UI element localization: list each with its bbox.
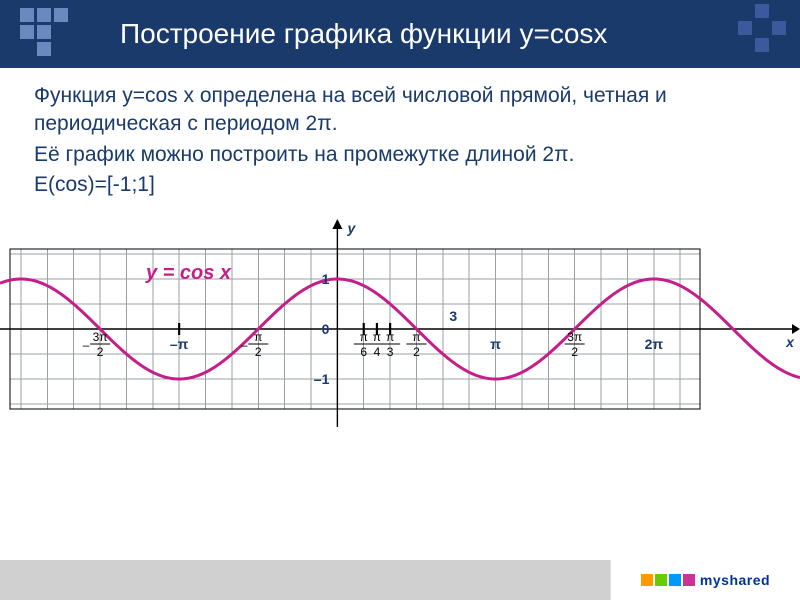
decorative-squares-left bbox=[20, 8, 68, 56]
footer: myshared bbox=[0, 560, 800, 600]
svg-text:6: 6 bbox=[360, 345, 367, 359]
svg-text:4: 4 bbox=[374, 345, 381, 359]
svg-text:3π: 3π bbox=[93, 330, 108, 344]
svg-text:3π: 3π bbox=[567, 330, 582, 344]
svg-text:3: 3 bbox=[449, 308, 457, 324]
svg-text:y: y bbox=[346, 220, 356, 236]
para-1: Функция у=cos x определена на всей число… bbox=[34, 82, 770, 139]
svg-text:π: π bbox=[254, 330, 262, 344]
svg-text:1: 1 bbox=[322, 271, 330, 287]
svg-text:y = cos x: y = cos x bbox=[145, 262, 232, 284]
svg-text:–1: –1 bbox=[314, 371, 330, 387]
svg-text:π: π bbox=[373, 330, 381, 344]
content-text: Функция у=cos x определена на всей число… bbox=[0, 68, 800, 207]
svg-text:π: π bbox=[490, 336, 501, 352]
svg-text:π: π bbox=[386, 330, 394, 344]
para-2: Её график можно построить на промежутке … bbox=[34, 141, 770, 169]
svg-text:–π: –π bbox=[170, 336, 189, 352]
footer-brand[interactable]: myshared bbox=[610, 560, 800, 600]
svg-text:2: 2 bbox=[571, 345, 578, 359]
svg-text:0: 0 bbox=[322, 321, 330, 337]
svg-text:2: 2 bbox=[97, 345, 104, 359]
para-3: E(cos)=[-1;1] bbox=[34, 171, 770, 199]
svg-text:2π: 2π bbox=[645, 336, 664, 352]
svg-text:x: x bbox=[785, 334, 795, 350]
svg-text:π: π bbox=[360, 330, 368, 344]
brand-text: myshared bbox=[700, 573, 770, 587]
svg-text:3: 3 bbox=[387, 345, 394, 359]
decorative-squares-right bbox=[738, 4, 786, 52]
svg-text:–: – bbox=[241, 338, 248, 352]
brand-logo bbox=[641, 574, 695, 586]
footer-bar bbox=[0, 560, 610, 600]
brand-main: myshared bbox=[700, 573, 770, 587]
svg-text:2: 2 bbox=[255, 345, 262, 359]
svg-text:2: 2 bbox=[413, 345, 420, 359]
title-banner: Построение графика функции у=cosx bbox=[0, 0, 800, 68]
svg-text:–: – bbox=[83, 338, 90, 352]
svg-text:π: π bbox=[412, 330, 420, 344]
cosine-chart: 10–1–3π2–π–π2π6π4π3π23π3π22πyxy = cos x bbox=[0, 219, 800, 469]
chart-svg: 10–1–3π2–π–π2π6π4π3π23π3π22πyxy = cos x bbox=[0, 219, 800, 479]
page-title: Построение графика функции у=cosx bbox=[120, 18, 607, 50]
